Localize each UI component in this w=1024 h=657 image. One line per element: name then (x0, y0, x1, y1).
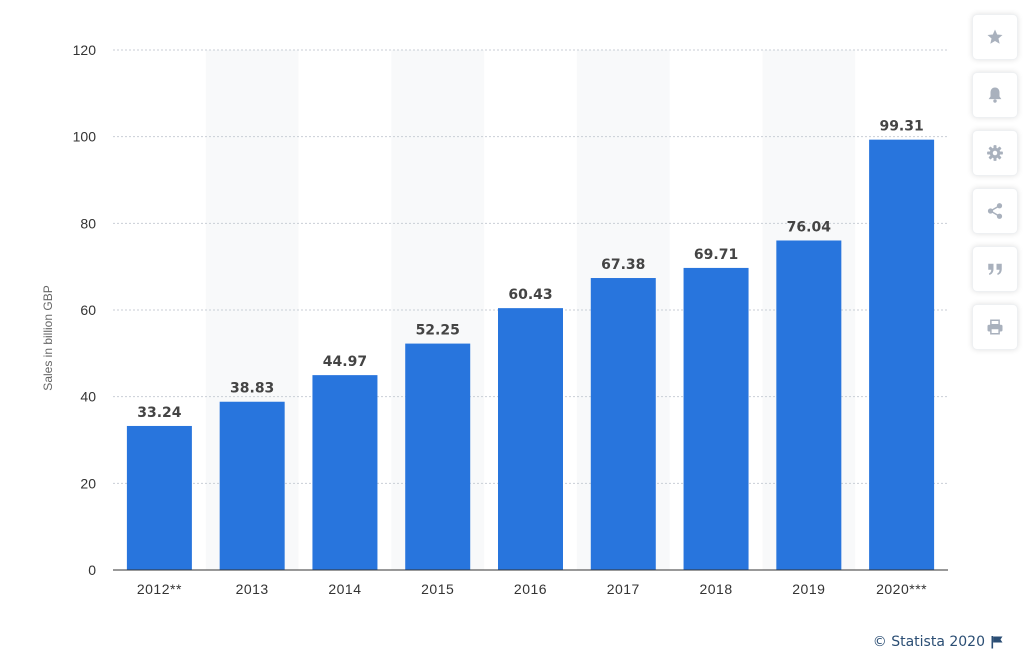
y-tick-label: 60 (80, 302, 96, 318)
credit-text: © Statista 2020 (872, 634, 985, 650)
x-tick-label: 2019 (792, 581, 825, 597)
bar[interactable] (869, 139, 935, 570)
cite-button[interactable] (972, 246, 1018, 292)
bar[interactable] (405, 343, 471, 570)
settings-button[interactable] (972, 130, 1018, 176)
favorite-button[interactable] (972, 14, 1018, 60)
bar[interactable] (312, 375, 378, 570)
bar[interactable] (683, 267, 749, 570)
data-label: 67.38 (601, 257, 645, 273)
data-label: 38.83 (230, 381, 274, 397)
chart-toolbar (972, 14, 1018, 362)
y-tick-label: 20 (80, 475, 96, 491)
notification-button[interactable] (972, 72, 1018, 118)
x-tick-label: 2018 (699, 581, 732, 597)
data-label: 76.04 (787, 219, 832, 235)
x-tick-label: 2015 (421, 581, 454, 597)
copyright-credit[interactable]: © Statista 2020 (873, 634, 1004, 650)
data-label: 69.71 (694, 247, 738, 263)
data-label: 99.31 (879, 119, 923, 135)
x-tick-label: 2013 (236, 581, 269, 597)
star-icon (987, 29, 1003, 44)
data-label: 44.97 (323, 354, 367, 370)
x-axis-ticks: 2012** 2013 2014 2015 2016 2017 2018 2019 2020**… (137, 581, 927, 597)
bar[interactable] (776, 240, 842, 570)
x-tick-label: 2012** (137, 581, 182, 597)
bar[interactable] (126, 425, 192, 570)
quote-icon (988, 263, 1002, 275)
x-tick-label: 2017 (607, 581, 640, 597)
print-icon (987, 319, 1003, 335)
gear-icon (987, 145, 1003, 161)
bar[interactable] (498, 308, 563, 570)
y-axis-label: Sales in billion GBP (41, 285, 55, 390)
bar[interactable] (590, 278, 656, 570)
y-tick-label: 100 (73, 129, 97, 145)
data-label: 52.25 (416, 323, 460, 339)
y-tick-label: 120 (73, 42, 97, 58)
data-labels: 33.24 38.83 44.97 52.25 60.43 67.38 69.71 76.04… (137, 119, 924, 421)
flag-icon (991, 636, 1003, 649)
bars (126, 139, 935, 570)
data-label: 60.43 (508, 287, 552, 303)
print-button[interactable] (972, 304, 1018, 350)
data-label: 33.24 (137, 405, 182, 421)
share-button[interactable] (972, 188, 1018, 234)
bell-icon (988, 87, 1002, 103)
x-tick-label: 2016 (514, 581, 547, 597)
bar-chart: 0 20 40 60 80 100 120 33.24 38.83 44.97 52.25 60.4… (41, 42, 948, 597)
y-axis-ticks: 0 20 40 60 80 100 120 (73, 42, 97, 578)
bar[interactable] (219, 401, 285, 570)
x-tick-label: 2020*** (876, 581, 927, 597)
y-tick-label: 80 (80, 215, 96, 231)
y-tick-label: 0 (88, 562, 96, 578)
y-tick-label: 40 (80, 389, 96, 405)
share-icon (987, 203, 1003, 219)
x-tick-label: 2014 (328, 581, 361, 597)
